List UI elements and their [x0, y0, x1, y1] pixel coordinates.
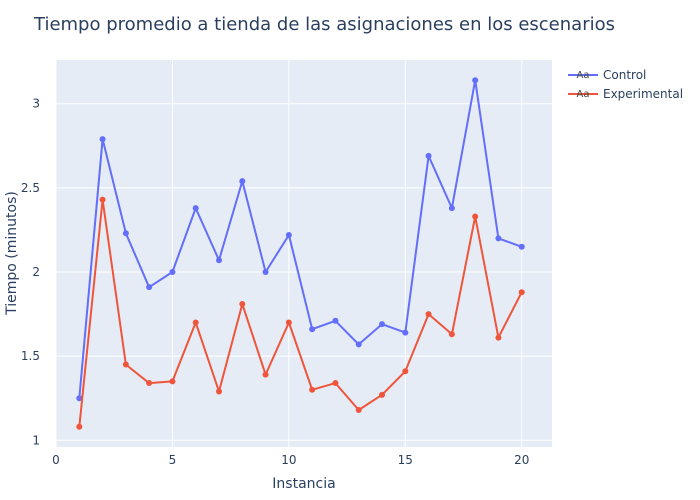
data-point — [262, 269, 269, 276]
data-point — [169, 269, 176, 276]
data-point — [216, 257, 223, 264]
data-point — [332, 380, 339, 387]
legend-item-control[interactable]: Aa Control — [568, 68, 646, 82]
series-control — [76, 77, 525, 402]
y-tick-label: 2.5 — [21, 181, 40, 195]
legend-text-symbol: Aa — [577, 70, 590, 81]
data-point — [402, 368, 409, 375]
chart-title: Tiempo promedio a tienda de las asignaci… — [33, 14, 615, 35]
data-point — [76, 395, 83, 402]
data-point — [169, 378, 176, 385]
tick-labels: 0 5 10 15 20 1 1.5 2 2.5 3 — [21, 97, 529, 467]
data-point — [99, 136, 106, 143]
y-tick-label: 1.5 — [21, 349, 40, 363]
data-point — [495, 334, 502, 341]
data-point — [99, 196, 106, 203]
data-point — [192, 205, 199, 212]
series-layer — [76, 77, 525, 430]
legend-label: Experimental — [603, 87, 683, 101]
data-point — [379, 391, 386, 398]
data-point — [472, 77, 479, 84]
data-point — [285, 231, 292, 238]
y-tick-label: 2 — [32, 265, 40, 279]
x-axis-title: Instancia — [272, 476, 335, 492]
gridlines — [55, 60, 552, 447]
data-point — [122, 230, 129, 237]
data-point — [448, 331, 455, 338]
data-point — [425, 311, 432, 318]
data-point — [495, 235, 502, 242]
data-point — [379, 321, 386, 328]
series-experimental — [76, 196, 525, 430]
data-point — [216, 388, 223, 395]
data-point — [285, 319, 292, 326]
x-tick-label: 0 — [52, 453, 60, 467]
legend-item-experimental[interactable]: Aa Experimental — [568, 87, 683, 101]
x-tick-label: 10 — [281, 453, 296, 467]
y-tick-label: 1 — [32, 433, 40, 447]
series-line — [78, 198, 523, 427]
series-line — [78, 79, 523, 399]
x-tick-label: 5 — [169, 453, 177, 467]
data-point — [518, 243, 525, 250]
legend-text-symbol: Aa — [577, 89, 590, 100]
data-point — [122, 361, 129, 368]
data-point — [355, 406, 362, 413]
legend[interactable]: Aa Control Aa Experimental — [568, 68, 683, 101]
data-point — [309, 386, 316, 393]
data-point — [146, 284, 153, 291]
legend-label: Control — [603, 68, 646, 82]
data-point — [402, 329, 409, 336]
y-tick-label: 3 — [32, 97, 40, 111]
data-point — [309, 326, 316, 333]
data-point — [239, 300, 246, 307]
data-point — [76, 423, 83, 430]
y-axis-title: Tiempo (minutos) — [4, 191, 20, 316]
data-point — [355, 341, 362, 348]
data-point — [518, 289, 525, 296]
data-point — [472, 213, 479, 220]
data-point — [425, 152, 432, 159]
data-point — [239, 178, 246, 185]
data-point — [192, 319, 199, 326]
x-tick-label: 20 — [514, 453, 529, 467]
data-point — [448, 205, 455, 212]
data-point — [146, 380, 153, 387]
x-tick-label: 15 — [398, 453, 413, 467]
plot-background — [56, 60, 552, 447]
data-point — [262, 371, 269, 378]
data-point — [332, 317, 339, 324]
